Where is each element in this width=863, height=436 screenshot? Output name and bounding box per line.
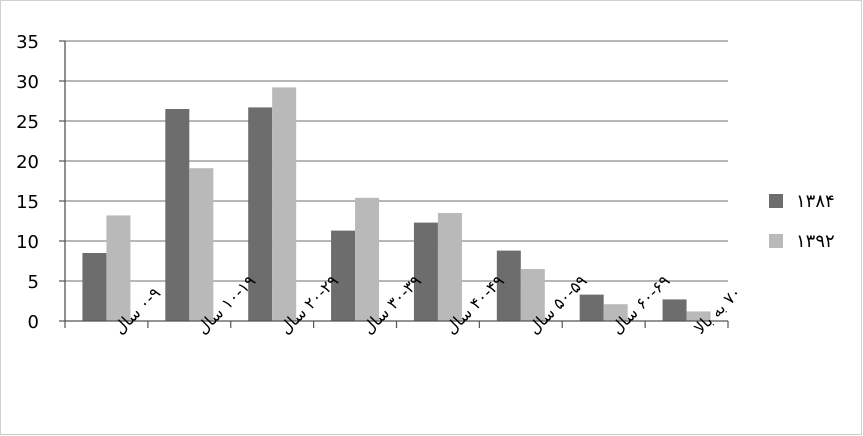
bar-series1 [165, 109, 190, 321]
bars [82, 87, 711, 322]
bar-series2 [437, 213, 462, 321]
gridlines [65, 40, 728, 282]
legend-label: ۱۳۸۴ [796, 191, 835, 212]
bar-series1 [248, 107, 273, 322]
y-tick-label: 0 [28, 312, 39, 333]
y-tick-label: 15 [16, 192, 39, 213]
bar-series1 [579, 294, 604, 321]
y-tick-label: 5 [28, 272, 39, 293]
bar-series2 [355, 197, 380, 321]
bar-series2 [686, 311, 711, 321]
bar-series2 [106, 215, 131, 321]
y-axis-ticks: 0 5 10 15 20 25 30 35 [16, 32, 39, 333]
x-tick-label: ۷۰ به بالا [690, 283, 745, 338]
bar-series1 [413, 222, 438, 321]
legend-swatch [769, 234, 783, 248]
bar-series1 [496, 250, 521, 321]
bar-series2 [272, 87, 297, 322]
legend-label: ۱۳۹۲ [796, 231, 835, 252]
bar-series2 [520, 269, 545, 321]
bar-series1 [662, 299, 687, 321]
y-tick-label: 25 [16, 112, 39, 133]
bar-series2 [189, 168, 214, 321]
bar-series1 [82, 253, 107, 321]
y-tick-label: 10 [16, 232, 39, 253]
bar-series1 [331, 230, 356, 321]
axes [59, 40, 729, 328]
y-tick-label: 35 [16, 32, 39, 53]
bar-series2 [603, 304, 628, 321]
y-tick-label: 20 [16, 152, 39, 173]
y-tick-label: 30 [16, 72, 39, 93]
legend: ۱۳۸۴ ۱۳۹۲ [769, 191, 835, 252]
legend-swatch [769, 194, 783, 208]
